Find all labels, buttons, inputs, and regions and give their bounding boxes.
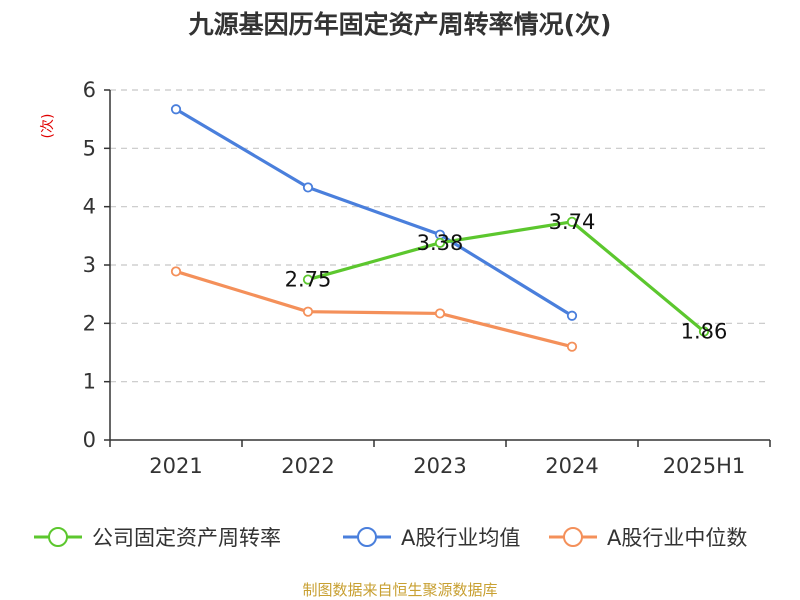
data-point bbox=[566, 341, 578, 352]
legend-item-1: A股行业均值 bbox=[343, 526, 520, 550]
data-point bbox=[302, 306, 314, 317]
y-tick-label: 5 bbox=[83, 136, 96, 160]
data-point bbox=[698, 326, 710, 337]
legend: 公司固定资产周转率 A股行业均值 A股行业中位数 bbox=[34, 526, 747, 550]
chart-title: 九源基因历年固定资产周转率情况(次) bbox=[188, 10, 612, 39]
data-point bbox=[302, 182, 314, 193]
series-line bbox=[174, 107, 574, 318]
x-tick-label: 2023 bbox=[413, 454, 466, 478]
source-note: 制图数据来自恒生聚源数据库 bbox=[302, 581, 497, 599]
series-0 bbox=[302, 216, 710, 337]
legend-label: A股行业中位数 bbox=[607, 526, 747, 550]
series-1 bbox=[170, 104, 578, 321]
data-point bbox=[566, 216, 578, 227]
series-line bbox=[174, 269, 574, 349]
y-tick-label: 1 bbox=[83, 370, 96, 394]
y-axis-label: (次) bbox=[40, 114, 56, 139]
data-point bbox=[566, 310, 578, 321]
series-line bbox=[306, 220, 706, 334]
data-point bbox=[434, 237, 446, 248]
series bbox=[170, 104, 710, 352]
data-point bbox=[302, 274, 314, 285]
x-tick-label: 2022 bbox=[281, 454, 334, 478]
data-label: 2.75 bbox=[285, 268, 332, 292]
legend-label: A股行业均值 bbox=[401, 526, 520, 550]
data-point bbox=[170, 266, 182, 277]
data-point bbox=[434, 308, 446, 319]
y-tick-label: 3 bbox=[83, 253, 96, 277]
series-2 bbox=[170, 266, 578, 352]
y-tick-label: 2 bbox=[83, 311, 96, 335]
legend-swatch-marker bbox=[563, 527, 583, 547]
x-tick-label: 2024 bbox=[545, 454, 598, 478]
legend-label: 公司固定资产周转率 bbox=[92, 526, 281, 550]
data-label: 3.74 bbox=[549, 210, 596, 234]
data-point bbox=[170, 104, 182, 115]
y-tick-label: 0 bbox=[83, 428, 96, 452]
grid bbox=[110, 89, 770, 383]
data-labels: 2.75 3.38 3.74 1.86 bbox=[285, 210, 728, 344]
x-tick-label: 2025H1 bbox=[663, 454, 746, 478]
legend-item-0: 公司固定资产周转率 bbox=[34, 526, 281, 550]
data-label: 3.38 bbox=[417, 231, 464, 255]
y-tick-label: 4 bbox=[83, 195, 96, 219]
x-tick-label: 2021 bbox=[149, 454, 202, 478]
axes: 0 1 2 3 4 5 6 2021 2022 2023 2024 2025H1 bbox=[83, 78, 771, 478]
y-tick-label: 6 bbox=[83, 78, 96, 102]
data-label: 1.86 bbox=[681, 320, 728, 344]
legend-swatch-marker bbox=[357, 527, 377, 547]
legend-item-2: A股行业中位数 bbox=[549, 526, 747, 550]
legend-swatch-marker bbox=[48, 527, 68, 547]
